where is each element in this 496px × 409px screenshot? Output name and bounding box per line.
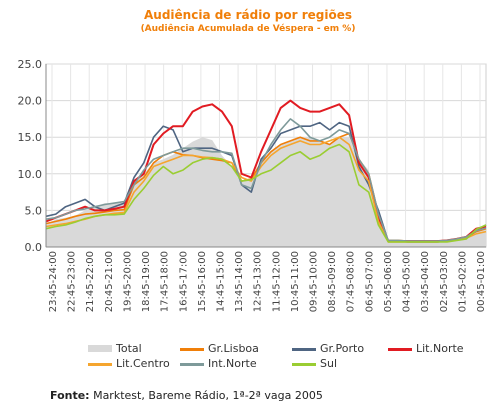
x-tick-label: 13:45-14:00 [234, 251, 245, 312]
y-tick-label: 25.0 [18, 58, 43, 71]
source-note: Fonte: Marktest, Bareme Rádio, 1ª-2ª vag… [50, 389, 323, 402]
y-tick-label: 15.0 [18, 131, 43, 144]
y-tick-label: 5.0 [25, 204, 43, 217]
axes: 0.0 5.0 10.0 15.0 20.0 25.0 23:45-24:00 22:45-2… [18, 58, 488, 312]
x-tick-label: 03:45-04:00 [420, 251, 431, 312]
legend-swatch [180, 363, 204, 366]
legend-swatch [88, 345, 112, 352]
plot-area [45, 99, 487, 247]
y-tick-label: 20.0 [18, 95, 43, 108]
x-tick-label: 14:45-15:00 [215, 251, 226, 312]
legend-label: Sul [320, 357, 338, 370]
x-tick-label: 11:45-12:00 [271, 251, 282, 312]
y-tick-label: 0.0 [25, 241, 43, 254]
x-tick-label: 10:45-11:00 [290, 251, 301, 312]
x-tick-label: 15:45-16:00 [197, 251, 208, 312]
x-tick-label: 12:45-13:00 [253, 251, 264, 312]
legend-swatch [88, 363, 112, 366]
x-tick-label: 02:45-03:00 [439, 251, 450, 312]
source-label: Fonte: [50, 389, 90, 402]
x-tick-label: 06:45-07:00 [364, 251, 375, 312]
series-line-sul [45, 143, 487, 243]
x-tick-label: 04:45-05:00 [402, 251, 413, 312]
source-text: Marktest, Bareme Rádio, 1ª-2ª vaga 2005 [89, 389, 323, 402]
x-tick-label: 05:45-06:00 [383, 251, 394, 312]
legend-label: Lit.Norte [416, 342, 464, 355]
y-tick-label: 10.0 [18, 168, 43, 181]
x-tick-label: 09:45-10:00 [309, 251, 320, 312]
legend-label: Lit.Centro [116, 357, 170, 370]
chart-subtitle: (Audiência Acumulada de Véspera - em %) [140, 24, 356, 34]
x-tick-label: 08:45-09:00 [327, 251, 338, 312]
legend-label: Int.Norte [208, 357, 257, 370]
legend-swatch [180, 348, 204, 351]
x-tick-label: 21:45-22:00 [85, 251, 96, 312]
legend-label: Gr.Lisboa [208, 342, 259, 355]
x-tick-label: 00:45-01:00 [476, 251, 487, 312]
legend-swatch [292, 348, 316, 351]
x-tick-label: 16:45-17:00 [178, 251, 189, 312]
legend-swatch [388, 348, 412, 351]
legend-swatch [292, 363, 316, 366]
chart-title: Audiência de rádio por regiões [144, 8, 352, 22]
legend-label: Gr.Porto [320, 342, 365, 355]
x-tick-label: 22:45-23:00 [67, 251, 78, 312]
x-tick-label: 17:45-18:00 [160, 251, 171, 312]
x-tick-label: 18:45-19:00 [141, 251, 152, 312]
x-tick-label: 19:45-20:00 [122, 251, 133, 312]
x-tick-label: 20:45-21:00 [104, 251, 115, 312]
legend-label: Total [116, 342, 142, 355]
x-tick-label: 01:45-02:00 [457, 251, 468, 312]
x-tick-label: 23:45-24:00 [48, 251, 59, 312]
x-tick-label: 07:45-08:00 [346, 251, 357, 312]
